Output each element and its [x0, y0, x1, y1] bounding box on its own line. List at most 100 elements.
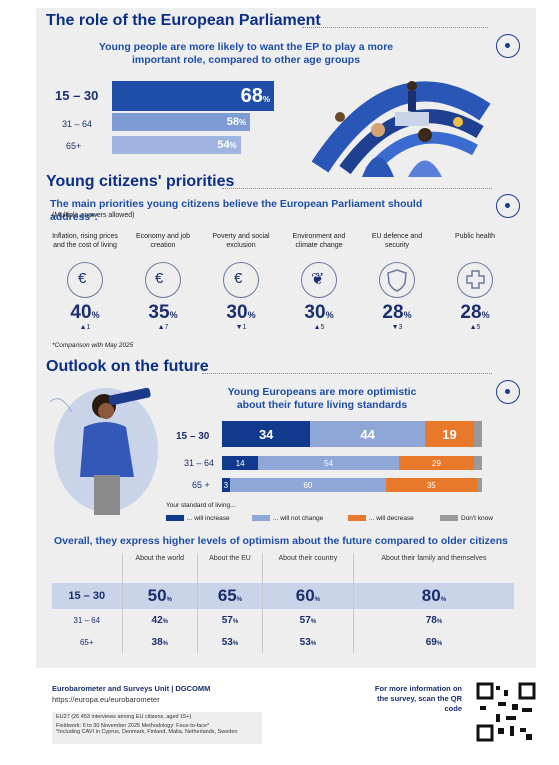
- priority-change: ▼1: [235, 324, 247, 331]
- coins-icon: €: [145, 262, 181, 298]
- bar-value: 68: [240, 85, 263, 107]
- bar-value: 54: [217, 139, 230, 151]
- priority-item: Public health 28% ▲5: [440, 232, 510, 331]
- priority-label: Economy and job creation: [135, 233, 191, 249]
- globe-leaf-icon: ❦: [301, 262, 337, 298]
- priority-change: ▲7: [157, 324, 169, 331]
- table-cell: 65%: [197, 583, 263, 609]
- priority-change: ▲5: [313, 324, 325, 331]
- target-icon: [496, 34, 520, 58]
- table-cell: 42%: [121, 609, 198, 631]
- table-cell: 57%: [197, 609, 263, 631]
- methodology-box: EU27 (26 453 interviews among EU citizen…: [52, 712, 262, 744]
- shield-icon: [379, 262, 415, 298]
- row-age: 31 – 64: [73, 615, 101, 625]
- row-age: 65+: [79, 637, 94, 647]
- euro-basket-icon: €: [67, 262, 103, 298]
- table-cell: 53%: [197, 631, 263, 653]
- parliament-illustration: [311, 81, 491, 177]
- priority-value: 28%: [460, 302, 490, 323]
- divider: [302, 27, 488, 28]
- age-label: 31 – 64: [62, 119, 93, 129]
- priority-change: ▼3: [391, 324, 403, 331]
- age-label: 65+: [66, 141, 82, 151]
- stack-segment-dk: [474, 421, 482, 447]
- multiple-answers-note: (Multiple answers allowed): [52, 212, 135, 219]
- target-icon: [496, 194, 520, 218]
- table-cell: 60%: [261, 583, 354, 609]
- table-row: 31 – 64 42% 57% 57% 78%: [52, 609, 514, 631]
- ep-role-bar: 68%: [112, 81, 274, 111]
- section2-title: Young citizens' priorities: [46, 173, 235, 190]
- priority-label: EU defence and security: [371, 233, 423, 249]
- divider: [202, 373, 492, 374]
- table-cell: 50%: [121, 583, 198, 609]
- table-cell: 78%: [352, 609, 514, 631]
- age-label: 15 – 30: [176, 431, 210, 442]
- table-cell: 53%: [261, 631, 354, 653]
- stack-segment-same: 44: [310, 421, 425, 447]
- legend-title: Your standard of living...: [166, 502, 236, 509]
- unit-name: Eurobarometer and Surveys Unit | DGCOMM: [52, 684, 211, 693]
- qr-caption: For more information on the survey, scan…: [374, 684, 462, 713]
- table-row: 15 – 30 50% 65% 60% 80%: [52, 583, 514, 609]
- divider: [222, 188, 492, 189]
- hands-euro-icon: €: [223, 262, 259, 298]
- section2-subtitle: The main priorities young citizens belie…: [50, 198, 423, 223]
- row-age: 15 – 30: [68, 590, 106, 602]
- priority-value: 40%: [70, 302, 100, 323]
- section3-subtitle: Young Europeans are more optimistic abou…: [227, 386, 417, 411]
- table-row: 65+ 38% 53% 53% 69%: [52, 631, 514, 653]
- priority-value: 30%: [304, 302, 334, 323]
- age-label: 65 +: [192, 480, 210, 490]
- priority-label: Public health: [454, 233, 496, 240]
- priority-item: Inflation, rising prices and the cost of…: [50, 232, 120, 331]
- stack-segment-decrease: 19: [424, 421, 475, 447]
- bar-value: 58: [226, 116, 240, 128]
- priority-label: Poverty and social exclusion: [212, 233, 270, 249]
- priority-value: 28%: [382, 302, 412, 323]
- stack-segment-increase: 3: [222, 478, 230, 492]
- priority-change: ▲5: [469, 324, 481, 331]
- target-icon: [496, 380, 520, 404]
- legend-item: Don't know: [440, 515, 493, 522]
- priority-value: 35%: [148, 302, 178, 323]
- section3-title: Outlook on the future: [46, 358, 209, 375]
- legend-item: ... will not change: [252, 515, 323, 522]
- age-label: 31 – 64: [184, 458, 215, 468]
- stack-segment-increase: 14: [222, 456, 259, 470]
- section4-title: Overall, they express higher levels of o…: [54, 535, 508, 547]
- priority-change: ▲1: [79, 324, 91, 331]
- stack-segment-decrease: 29: [398, 456, 475, 470]
- section1-title: The role of the European Parliament: [46, 12, 321, 29]
- section1-subtitle: Young people are more likely to want the…: [98, 41, 394, 66]
- priority-label: Environment and climate change: [292, 233, 346, 249]
- stack-segment-dk: [474, 456, 482, 470]
- priority-label: Inflation, rising prices and the cost of…: [52, 233, 118, 249]
- ep-role-bar: 58%: [112, 113, 251, 131]
- optimism-table: About the world About the EU About their…: [52, 553, 514, 653]
- priority-item: EU defence and security 28% ▼3: [362, 232, 432, 331]
- table-cell: 80%: [352, 583, 514, 609]
- stack-segment-decrease: 35: [385, 478, 477, 492]
- priority-item: Poverty and social exclusion € 30% ▼1: [206, 232, 276, 331]
- age-label: 15 – 30: [55, 88, 99, 103]
- eurobarometer-link[interactable]: https://europa.eu/eurobarometer: [52, 695, 160, 704]
- priority-item: Environment and climate change ❦ 30% ▲5: [284, 232, 354, 331]
- column-header: About their family and themselves: [352, 553, 514, 583]
- column-header: About the EU: [197, 553, 263, 583]
- qr-code-icon[interactable]: [476, 682, 536, 742]
- comparison-footnote: *Comparison with May 2025: [52, 342, 134, 349]
- priority-item: Economy and job creation € 35% ▲7: [128, 232, 198, 331]
- table-cell: 57%: [261, 609, 354, 631]
- column-header: About the world: [121, 553, 198, 583]
- stack-segment-same: 60: [229, 478, 386, 492]
- priority-value: 30%: [226, 302, 256, 323]
- column-header: About their country: [261, 553, 354, 583]
- ep-role-bar: 54%: [112, 136, 241, 154]
- stack-segment-dk: [476, 478, 482, 492]
- telescope-woman-illustration: [50, 387, 158, 515]
- legend-item: ... will increase: [166, 515, 230, 522]
- stack-segment-same: 54: [258, 456, 399, 470]
